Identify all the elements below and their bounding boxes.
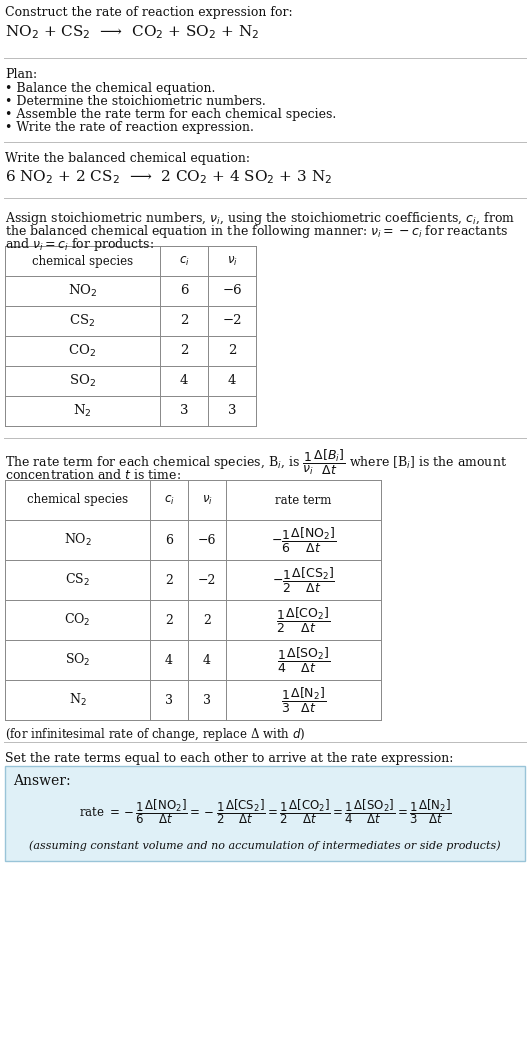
Text: CO$_2$: CO$_2$ xyxy=(68,343,96,359)
Text: −2: −2 xyxy=(198,573,216,587)
Text: 2: 2 xyxy=(228,344,236,358)
Text: $c_i$: $c_i$ xyxy=(179,254,189,268)
Text: $\dfrac{1}{3}\dfrac{\Delta[\mathrm{N}_2]}{\Delta t}$: $\dfrac{1}{3}\dfrac{\Delta[\mathrm{N}_2]… xyxy=(281,685,326,714)
Text: −6: −6 xyxy=(222,285,242,297)
Text: $\dfrac{1}{2}\dfrac{\Delta[\mathrm{CO}_2]}{\Delta t}$: $\dfrac{1}{2}\dfrac{\Delta[\mathrm{CO}_2… xyxy=(276,606,331,635)
Text: 3: 3 xyxy=(203,693,211,706)
Text: CO$_2$: CO$_2$ xyxy=(64,612,91,628)
Text: The rate term for each chemical species, B$_i$, is $\dfrac{1}{\nu_i}\dfrac{\Delt: The rate term for each chemical species,… xyxy=(5,448,507,477)
Text: SO$_2$: SO$_2$ xyxy=(65,652,90,668)
Text: 4: 4 xyxy=(180,374,188,387)
Text: CS$_2$: CS$_2$ xyxy=(69,313,95,329)
Text: 2: 2 xyxy=(180,315,188,327)
Text: concentration and $t$ is time:: concentration and $t$ is time: xyxy=(5,468,181,482)
Text: 2: 2 xyxy=(203,614,211,627)
Text: $\nu_i$: $\nu_i$ xyxy=(227,254,237,268)
Text: rate $= -\dfrac{1}{6}\dfrac{\Delta[\mathrm{NO}_2]}{\Delta t} = -\dfrac{1}{2}\dfr: rate $= -\dfrac{1}{6}\dfrac{\Delta[\math… xyxy=(78,798,452,826)
Text: $-\dfrac{1}{2}\dfrac{\Delta[\mathrm{CS}_2]}{\Delta t}$: $-\dfrac{1}{2}\dfrac{\Delta[\mathrm{CS}_… xyxy=(272,566,335,594)
Text: N$_2$: N$_2$ xyxy=(73,403,92,419)
Text: 6 NO$_2$ + 2 CS$_2$  ⟶  2 CO$_2$ + 4 SO$_2$ + 3 N$_2$: 6 NO$_2$ + 2 CS$_2$ ⟶ 2 CO$_2$ + 4 SO$_2… xyxy=(5,168,332,186)
Text: CS$_2$: CS$_2$ xyxy=(65,572,90,588)
Text: • Write the rate of reaction expression.: • Write the rate of reaction expression. xyxy=(5,121,254,134)
Text: (assuming constant volume and no accumulation of intermediates or side products): (assuming constant volume and no accumul… xyxy=(29,841,501,851)
Text: NO$_2$: NO$_2$ xyxy=(68,283,97,299)
Text: rate term: rate term xyxy=(275,494,332,506)
Text: the balanced chemical equation in the following manner: $\nu_i = -c_i$ for react: the balanced chemical equation in the fo… xyxy=(5,223,508,240)
Text: −6: −6 xyxy=(198,533,216,546)
Text: 4: 4 xyxy=(165,654,173,666)
Text: 3: 3 xyxy=(180,405,188,417)
Text: Set the rate terms equal to each other to arrive at the rate expression:: Set the rate terms equal to each other t… xyxy=(5,752,453,765)
Text: Write the balanced chemical equation:: Write the balanced chemical equation: xyxy=(5,152,250,165)
Text: Assign stoichiometric numbers, $\nu_i$, using the stoichiometric coefficients, $: Assign stoichiometric numbers, $\nu_i$, … xyxy=(5,210,515,227)
Text: • Balance the chemical equation.: • Balance the chemical equation. xyxy=(5,82,215,95)
Text: 4: 4 xyxy=(228,374,236,387)
Text: $\nu_i$: $\nu_i$ xyxy=(201,494,213,506)
Text: 3: 3 xyxy=(165,693,173,706)
Text: 4: 4 xyxy=(203,654,211,666)
Text: (for infinitesimal rate of change, replace Δ with $d$): (for infinitesimal rate of change, repla… xyxy=(5,726,305,743)
Text: • Assemble the rate term for each chemical species.: • Assemble the rate term for each chemic… xyxy=(5,108,336,121)
Text: chemical species: chemical species xyxy=(27,494,128,506)
Text: and $\nu_i = c_i$ for products:: and $\nu_i = c_i$ for products: xyxy=(5,236,154,253)
Text: NO$_2$ + CS$_2$  ⟶  CO$_2$ + SO$_2$ + N$_2$: NO$_2$ + CS$_2$ ⟶ CO$_2$ + SO$_2$ + N$_2… xyxy=(5,23,260,41)
Text: −2: −2 xyxy=(222,315,242,327)
Text: chemical species: chemical species xyxy=(32,254,133,268)
Text: • Determine the stoichiometric numbers.: • Determine the stoichiometric numbers. xyxy=(5,95,266,108)
Text: $c_i$: $c_i$ xyxy=(164,494,174,506)
Text: N$_2$: N$_2$ xyxy=(69,692,86,708)
Text: 6: 6 xyxy=(165,533,173,546)
Text: Construct the rate of reaction expression for:: Construct the rate of reaction expressio… xyxy=(5,6,293,19)
Text: 2: 2 xyxy=(165,573,173,587)
Text: 3: 3 xyxy=(228,405,236,417)
Text: Plan:: Plan: xyxy=(5,68,37,81)
Text: 2: 2 xyxy=(165,614,173,627)
Text: 6: 6 xyxy=(180,285,188,297)
Text: Answer:: Answer: xyxy=(13,774,70,788)
Text: 2: 2 xyxy=(180,344,188,358)
Text: $-\dfrac{1}{6}\dfrac{\Delta[\mathrm{NO}_2]}{\Delta t}$: $-\dfrac{1}{6}\dfrac{\Delta[\mathrm{NO}_… xyxy=(271,525,336,554)
FancyBboxPatch shape xyxy=(5,766,525,861)
Text: $\dfrac{1}{4}\dfrac{\Delta[\mathrm{SO}_2]}{\Delta t}$: $\dfrac{1}{4}\dfrac{\Delta[\mathrm{SO}_2… xyxy=(277,645,330,675)
Text: SO$_2$: SO$_2$ xyxy=(69,373,96,389)
Text: NO$_2$: NO$_2$ xyxy=(64,532,92,548)
